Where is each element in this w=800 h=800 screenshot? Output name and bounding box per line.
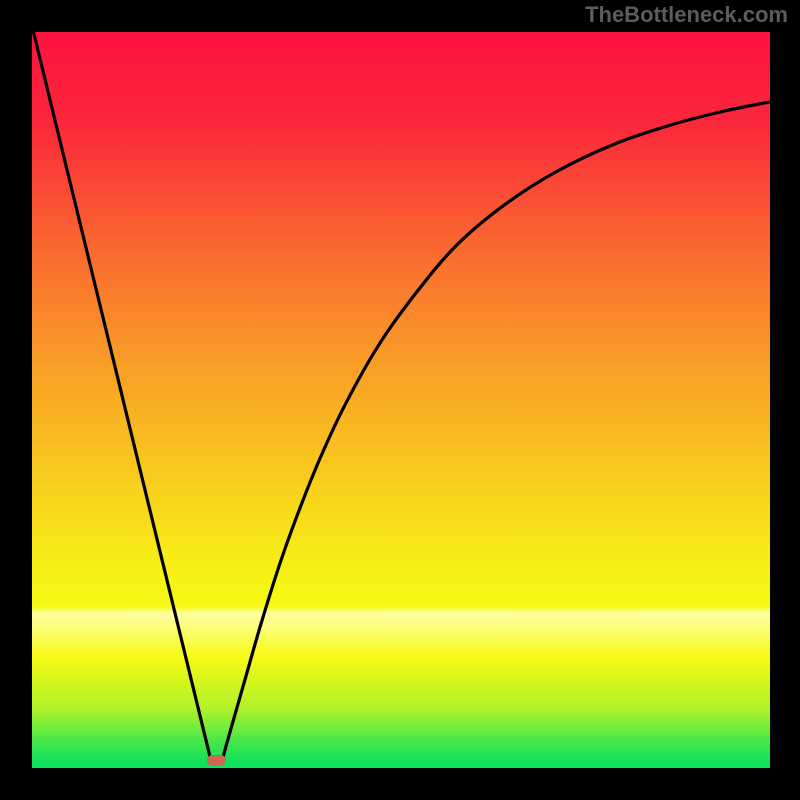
curve-svg (32, 32, 770, 768)
chart-stage: TheBottleneck.com (0, 0, 800, 800)
watermark-label: TheBottleneck.com (585, 2, 788, 28)
plot-area (32, 32, 770, 768)
curve-right-branch (222, 102, 770, 759)
minimum-marker-icon (207, 755, 226, 766)
curve-left-branch (32, 32, 211, 759)
